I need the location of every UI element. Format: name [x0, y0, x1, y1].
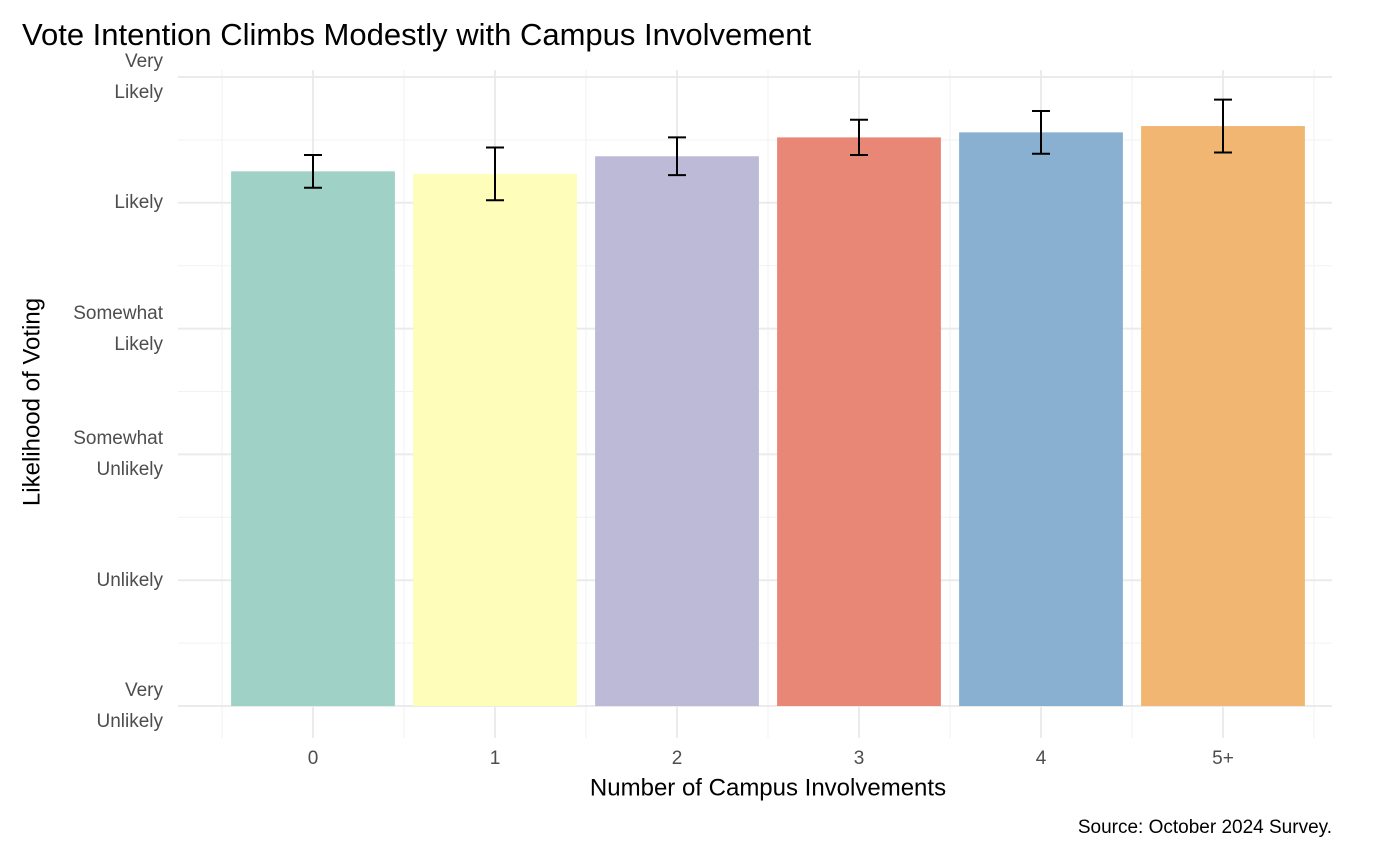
y-tick-label: Unlikely	[96, 569, 163, 591]
chart-title: Vote Intention Climbs Modestly with Camp…	[22, 17, 812, 52]
bar	[231, 171, 395, 707]
x-axis-title: Number of Campus Involvements	[590, 774, 946, 801]
caption: Source: October 2024 Survey.	[1078, 817, 1332, 838]
error-bar	[304, 153, 322, 189]
x-tick-label: 0	[308, 748, 319, 769]
y-axis-title: Likelihood of Voting	[18, 298, 45, 506]
error-bar	[486, 146, 504, 202]
error-bar	[850, 118, 868, 156]
error-bar	[668, 136, 686, 177]
y-tick-label: Somewhat Unlikely	[73, 428, 163, 481]
bar	[777, 137, 941, 706]
bar	[1141, 126, 1305, 706]
x-tick-label: 5+	[1212, 748, 1234, 769]
x-tick-label: 1	[490, 748, 501, 769]
error-bar	[1032, 109, 1050, 155]
y-tick-label: Very Unlikely	[96, 680, 163, 732]
bar	[413, 173, 577, 707]
x-tick-label: 2	[672, 748, 683, 769]
y-tick-label: Very Likely	[114, 51, 163, 103]
x-tick-label: 4	[1036, 748, 1047, 769]
y-tick-label: Somewhat Likely	[73, 302, 163, 355]
error-bar	[1214, 98, 1232, 154]
bar	[959, 132, 1123, 707]
y-tick-label: Likely	[114, 192, 163, 214]
bar	[595, 156, 759, 706]
x-tick-label: 3	[854, 748, 865, 769]
